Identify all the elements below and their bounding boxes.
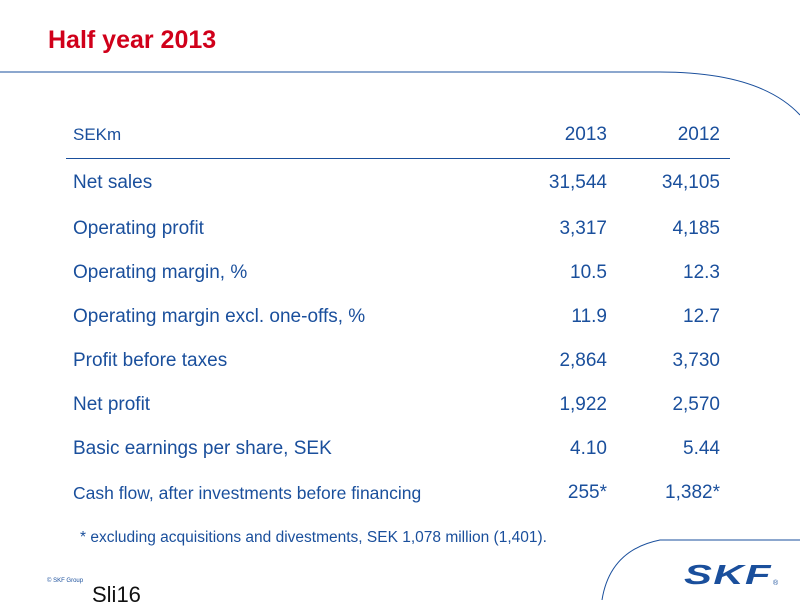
row-label: Cash flow, after investments before fina… (73, 482, 422, 503)
table-row: Operating margin, % 10.5 12.3 (66, 251, 730, 295)
table-header-row: SEKm 2013 2012 (66, 112, 730, 159)
header-2012: 2012 (617, 112, 730, 159)
row-label: Operating margin, % (73, 262, 248, 283)
value-2012: 3,730 (672, 350, 720, 371)
row-label: Net sales (73, 172, 153, 193)
value-2013: 31,544 (548, 172, 607, 193)
financial-table: SEKm 2013 2012 Net sales 31,544 34,105 O… (66, 112, 730, 515)
registered-mark: ® (773, 579, 779, 587)
header-2013: 2013 (504, 112, 617, 159)
value-2013: 11.9 (571, 306, 607, 327)
row-label: Operating profit (73, 218, 204, 239)
table-row: Basic earnings per share, SEK 4.10 5.44 (66, 427, 730, 471)
value-2013: 10.5 (570, 262, 607, 283)
skf-logo-wordmark: SKF (684, 561, 772, 587)
value-2012: 5.44 (683, 438, 720, 459)
table-row: Net sales 31,544 34,105 (66, 159, 730, 208)
header-curve-line (659, 71, 800, 116)
value-2013: 2,864 (559, 350, 607, 371)
value-2012: 4,185 (672, 218, 720, 239)
skf-logo: SKF ® (684, 561, 780, 587)
value-2013: 255* (567, 482, 607, 503)
value-2013: 4.10 (570, 438, 607, 459)
header-sekm: SEKm (66, 112, 504, 159)
row-label: Operating margin excl. one-offs, % (73, 306, 366, 327)
value-2013: 1,922 (559, 394, 607, 415)
slide-number: Sli16 (92, 582, 141, 607)
value-2012: 34,105 (661, 172, 720, 193)
slide-title: Half year 2013 (48, 26, 217, 54)
table-row: Profit before taxes 2,864 3,730 (66, 339, 730, 383)
value-2012: 2,570 (672, 394, 720, 415)
row-label: Basic earnings per share, SEK (73, 438, 332, 459)
copyright-text: © SKF Group (47, 578, 84, 584)
row-label: Profit before taxes (73, 350, 228, 371)
value-2012: 12.3 (683, 262, 720, 283)
table-row: Cash flow, after investments before fina… (66, 471, 730, 515)
value-2012: 1,382* (665, 482, 720, 503)
footnote: * excluding acquisitions and divestments… (80, 529, 547, 546)
skf-logo-graphic: SKF ® (684, 561, 779, 587)
value-2012: 12.7 (683, 306, 720, 327)
value-2013: 3,317 (559, 218, 607, 239)
table-row: Operating margin excl. one-offs, % 11.9 … (66, 295, 730, 339)
row-label: Net profit (73, 394, 151, 415)
table-row: Net profit 1,922 2,570 (66, 383, 730, 427)
table-row: Operating profit 3,317 4,185 (66, 207, 730, 251)
